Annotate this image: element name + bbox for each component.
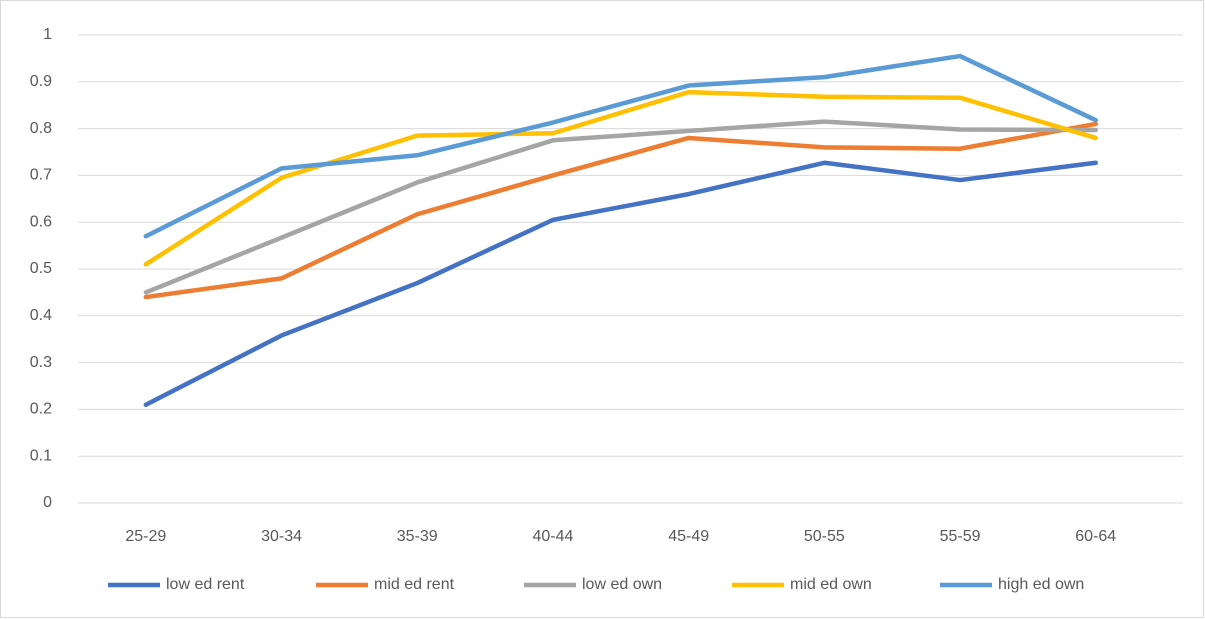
y-tick-label: 0.7	[30, 167, 52, 184]
series-line	[143, 160, 1098, 407]
series-line	[143, 53, 1098, 239]
y-tick-label: 0.2	[30, 401, 52, 418]
series-line	[143, 89, 1098, 267]
y-tick-label: 0.5	[30, 260, 52, 277]
y-tick-label: 0.1	[30, 447, 52, 464]
x-tick-label: 45-49	[668, 528, 709, 545]
y-tick-label: 0.6	[30, 213, 52, 230]
legend-label: mid ed rent	[374, 576, 455, 593]
y-tick-label: 1	[43, 26, 52, 43]
x-tick-label: 30-34	[261, 528, 302, 545]
x-tick-label: 25-29	[125, 528, 166, 545]
y-tick-label: 0.4	[30, 307, 52, 324]
x-tick-label: 40-44	[532, 528, 573, 545]
x-tick-label: 35-39	[397, 528, 438, 545]
legend-label: low ed own	[582, 576, 662, 593]
series-line	[143, 121, 1098, 300]
legend-label: low ed rent	[166, 576, 245, 593]
series-line	[143, 119, 1098, 295]
y-tick-label: 0	[43, 494, 52, 511]
x-tick-label: 60-64	[1075, 528, 1116, 545]
x-tick-label: 55-59	[940, 528, 981, 545]
y-tick-label: 0.3	[30, 354, 52, 371]
legend-label: mid ed own	[790, 576, 872, 593]
y-tick-label: 0.8	[30, 120, 52, 137]
y-tick-label: 0.9	[30, 73, 52, 90]
legend-label: high ed own	[998, 576, 1084, 593]
x-tick-label: 50-55	[804, 528, 845, 545]
